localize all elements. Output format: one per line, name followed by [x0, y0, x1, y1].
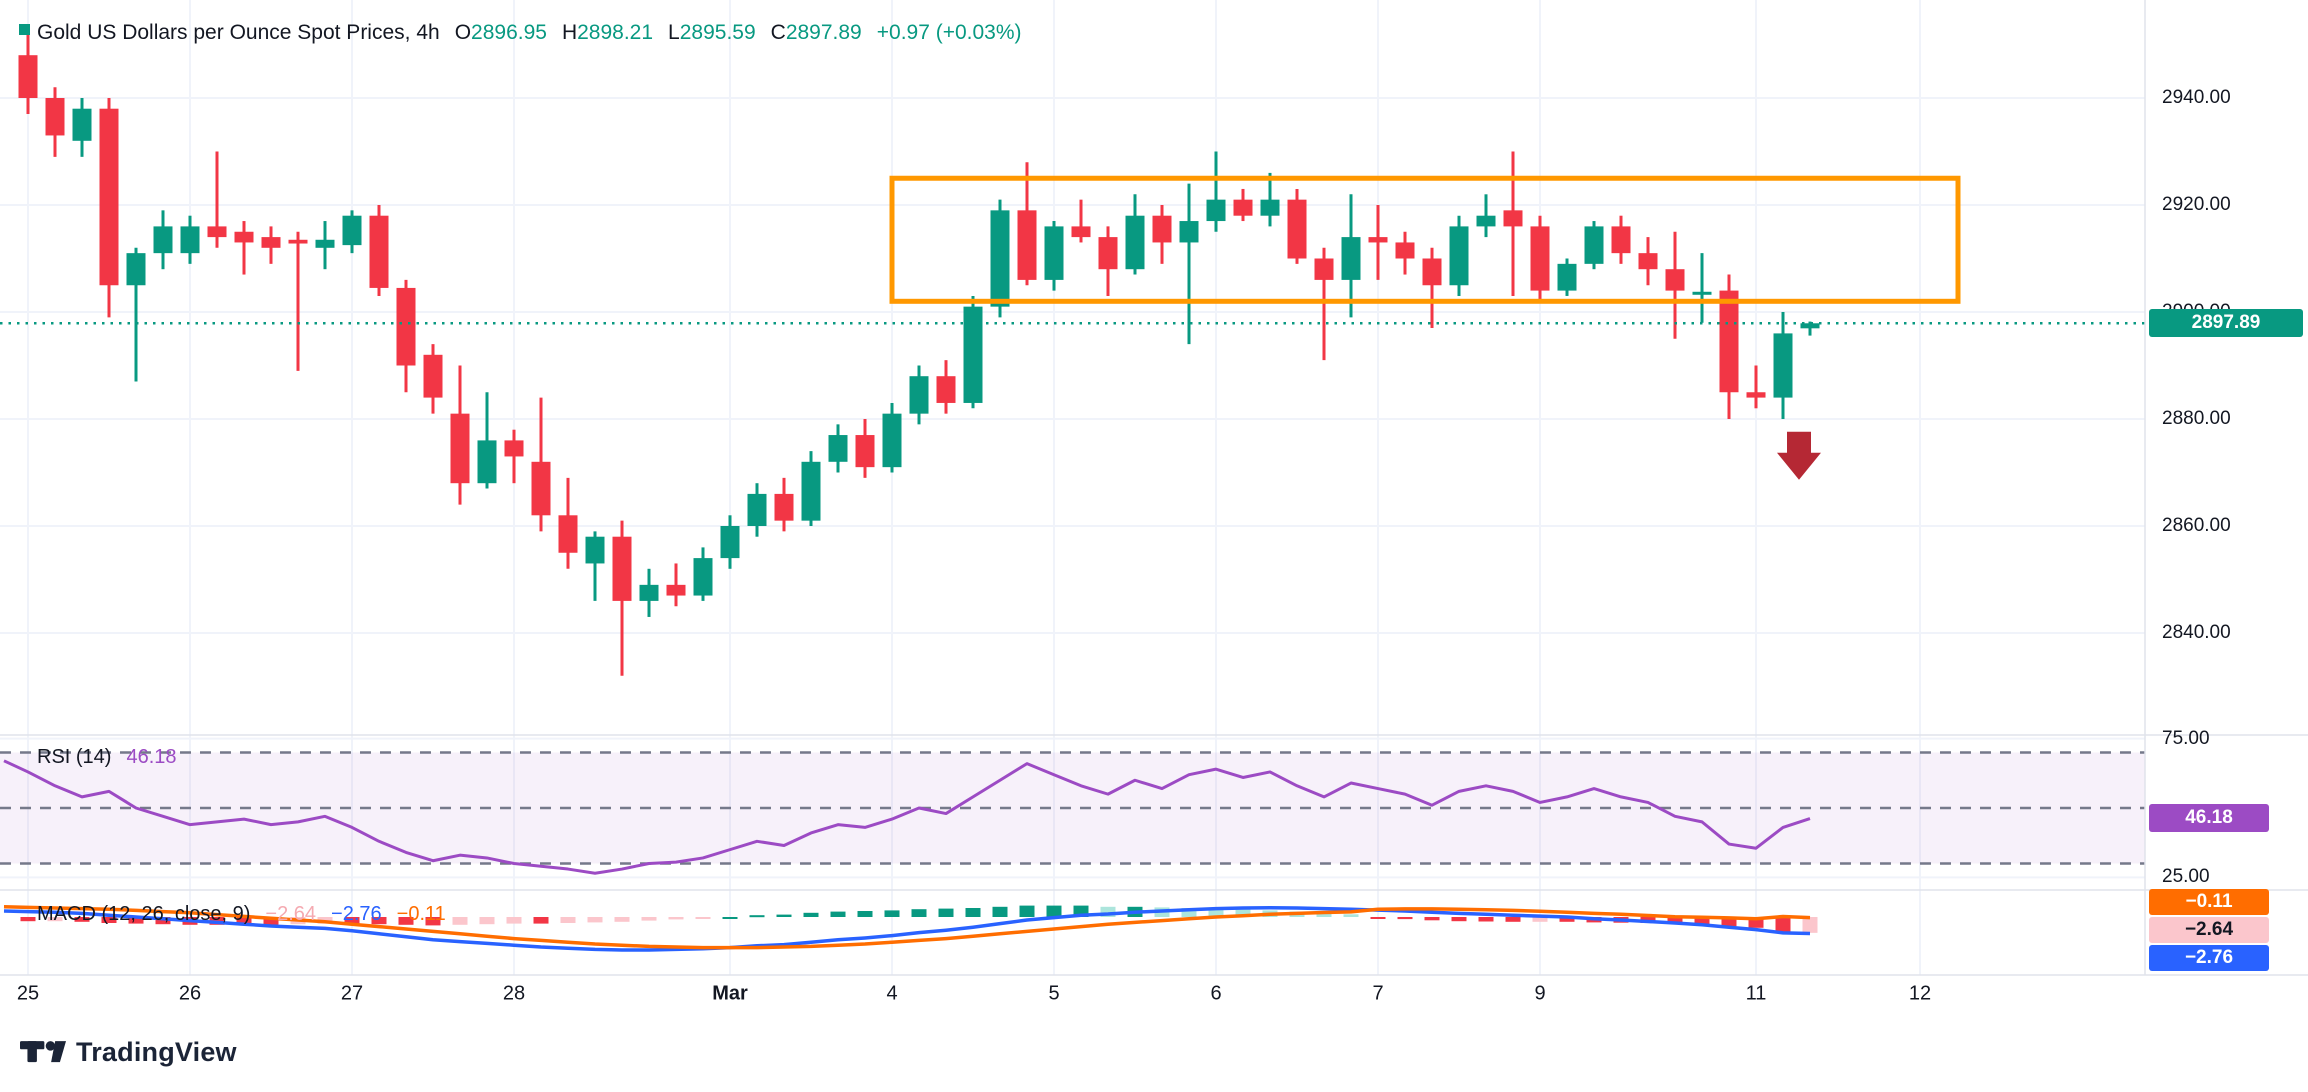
macd-label: MACD (12, 26, close, 9) [37, 903, 251, 925]
ohlc-low: L2895.59 [668, 21, 756, 44]
macd-signal-value: −0.11 [396, 903, 446, 925]
macd-line-badge: −2.76 [2149, 945, 2269, 971]
macd-line-value: −2.76 [331, 903, 382, 925]
ohlc-high: H2898.21 [561, 21, 654, 44]
time-axis-label: 12 [1908, 982, 1932, 1005]
rsi-axis-label: 75.00 [2162, 727, 2210, 749]
tradingview-logo-icon [20, 1041, 66, 1063]
symbol-legend[interactable]: Gold US Dollars per Ounce Spot Prices, 4… [37, 21, 1022, 45]
candles-layer [18, 33, 1820, 676]
price-axis-label: 2920.00 [2162, 194, 2231, 215]
rsi-axis-label: 25.00 [2162, 866, 2210, 888]
pane-separators [0, 0, 2308, 976]
price-axis-label: 2940.00 [2162, 87, 2231, 108]
symbol-title: Gold US Dollars per Ounce Spot Prices, 4… [37, 21, 440, 44]
macd-histogram-value: −2.64 [265, 903, 317, 925]
current-price-badge: 2897.89 [2149, 309, 2303, 337]
price-change: +0.97 (+0.03%) [876, 21, 1022, 44]
rsi-label: RSI (14) [37, 746, 112, 768]
range-box-annotation[interactable] [889, 175, 1961, 304]
chart-canvas[interactable] [0, 0, 2308, 1015]
time-axis-label: 4 [886, 982, 898, 1005]
rsi-value-badge: 46.18 [2149, 804, 2269, 832]
time-axis-label: 11 [1745, 982, 1767, 1005]
time-axis-label: 5 [1048, 982, 1060, 1005]
ohlc-open: O2896.95 [454, 21, 547, 44]
price-axis-label: 2860.00 [2162, 515, 2231, 536]
tradingview-watermark-text: TradingView [76, 1036, 237, 1067]
gridlines [0, 0, 2145, 975]
ohlc-close: C2897.89 [770, 21, 862, 44]
rsi-value: 46.18 [126, 746, 177, 768]
time-axis-label: 25 [16, 982, 40, 1005]
macd-legend[interactable]: MACD (12, 26, close, 9) −2.64 −2.76 −0.1… [37, 903, 446, 926]
time-axis-label: 6 [1210, 982, 1222, 1005]
rsi-band [0, 751, 2145, 865]
time-axis-label: 7 [1372, 982, 1384, 1005]
price-axis-label: 2840.00 [2162, 622, 2231, 643]
down-arrow-annotation[interactable] [1777, 431, 1821, 480]
rsi-plot [3, 759, 1811, 875]
time-axis-label: 26 [178, 982, 202, 1005]
time-axis-label: Mar [712, 982, 748, 1005]
tradingview-watermark[interactable]: TradingView [20, 1036, 237, 1068]
macd-plot [3, 905, 1818, 952]
price-axis-label: 2880.00 [2162, 408, 2231, 429]
time-axis-label: 27 [340, 982, 364, 1005]
series-marker-icon [19, 24, 30, 35]
macd-signal-badge: −0.11 [2149, 889, 2269, 915]
rsi-legend[interactable]: RSI (14) 46.18 [37, 746, 177, 769]
time-axis-label: 28 [502, 982, 526, 1005]
macd-histogram-badge: −2.64 [2149, 917, 2269, 943]
time-axis-label: 9 [1534, 982, 1546, 1005]
